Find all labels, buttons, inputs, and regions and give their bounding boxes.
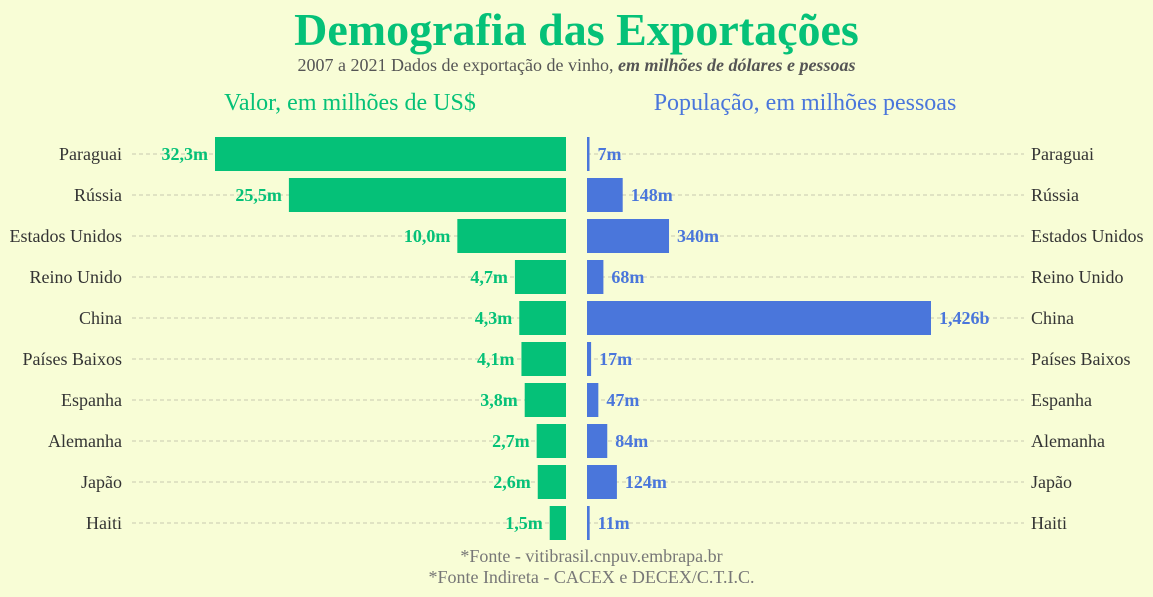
right-category-label: Países Baixos bbox=[1031, 349, 1131, 369]
left-category-label: Países Baixos bbox=[22, 349, 122, 369]
right-category-label: Espanha bbox=[1031, 390, 1092, 410]
left-category-label: Japão bbox=[81, 472, 122, 492]
population-bar bbox=[587, 506, 590, 540]
left-category-label: Alemanha bbox=[48, 431, 122, 451]
right-category-label: Haiti bbox=[1031, 513, 1067, 533]
value-data-label: 4,3m bbox=[475, 308, 513, 328]
value-bar bbox=[549, 506, 566, 540]
population-bar bbox=[587, 260, 604, 294]
population-data-label: 124m bbox=[625, 472, 667, 492]
population-bar bbox=[587, 383, 599, 417]
population-data-label: 84m bbox=[615, 431, 648, 451]
left-category-label: Paraguai bbox=[59, 144, 122, 164]
population-bar bbox=[587, 424, 608, 458]
population-bar bbox=[587, 465, 617, 499]
value-data-label: 1,5m bbox=[505, 513, 543, 533]
value-data-label: 4,7m bbox=[470, 267, 508, 287]
value-data-label: 3,8m bbox=[480, 390, 518, 410]
population-data-label: 340m bbox=[677, 226, 719, 246]
left-category-label: Reino Unido bbox=[30, 267, 123, 287]
right-category-label: China bbox=[1031, 308, 1074, 328]
population-data-label: 47m bbox=[606, 390, 639, 410]
population-data-label: 7m bbox=[598, 144, 622, 164]
right-category-label: Paraguai bbox=[1031, 144, 1094, 164]
right-category-label: Japão bbox=[1031, 472, 1072, 492]
value-bar bbox=[457, 219, 566, 253]
population-data-label: 17m bbox=[599, 349, 632, 369]
left-category-label: Espanha bbox=[61, 390, 122, 410]
population-bar bbox=[587, 178, 623, 212]
value-bar bbox=[524, 383, 566, 417]
value-bar bbox=[536, 424, 566, 458]
right-category-label: Alemanha bbox=[1031, 431, 1105, 451]
value-bar bbox=[215, 137, 566, 171]
value-data-label: 32,3m bbox=[162, 144, 209, 164]
subtitle-emphasis: em milhões de dólares e pessoas bbox=[617, 55, 856, 75]
subtitle-text: 2007 a 2021 Dados de exportação de vinho… bbox=[297, 55, 618, 75]
population-data-label: 11m bbox=[598, 513, 630, 533]
value-bar bbox=[514, 260, 566, 294]
value-data-label: 2,7m bbox=[492, 431, 530, 451]
chart-title: Demografia das Exportações bbox=[294, 4, 859, 55]
population-panel-title: População, em milhões pessoas bbox=[653, 90, 957, 116]
right-category-label: Reino Unido bbox=[1031, 267, 1124, 287]
value-data-label: 25,5m bbox=[235, 185, 282, 205]
source-footnote: *Fonte - vitibrasil.cnpuv.embrapa.br bbox=[460, 546, 723, 566]
value-bar bbox=[288, 178, 566, 212]
value-data-label: 4,1m bbox=[477, 349, 515, 369]
left-category-label: Estados Unidos bbox=[10, 226, 123, 246]
value-bar bbox=[519, 301, 566, 335]
value-panel-title: Valor, em milhões de US$ bbox=[224, 90, 476, 116]
indirect-source-footnote: *Fonte Indireta - CACEX e DECEX/C.T.I.C. bbox=[428, 567, 755, 587]
left-category-label: Haiti bbox=[86, 513, 122, 533]
value-data-label: 10,0m bbox=[404, 226, 451, 246]
right-category-label: Rússia bbox=[1031, 185, 1079, 205]
value-bar bbox=[537, 465, 566, 499]
right-category-label: Estados Unidos bbox=[1031, 226, 1144, 246]
value-bar bbox=[521, 342, 566, 376]
population-bar bbox=[587, 137, 590, 171]
population-bar bbox=[587, 301, 931, 335]
value-data-label: 2,6m bbox=[493, 472, 531, 492]
population-data-label: 1,426b bbox=[939, 308, 990, 328]
chart-subtitle: 2007 a 2021 Dados de exportação de vinho… bbox=[0, 54, 1153, 76]
left-category-label: China bbox=[79, 308, 122, 328]
population-data-label: 148m bbox=[631, 185, 673, 205]
population-bar bbox=[587, 342, 592, 376]
left-category-label: Rússia bbox=[74, 185, 122, 205]
population-data-label: 68m bbox=[611, 267, 644, 287]
population-bar bbox=[587, 219, 670, 253]
